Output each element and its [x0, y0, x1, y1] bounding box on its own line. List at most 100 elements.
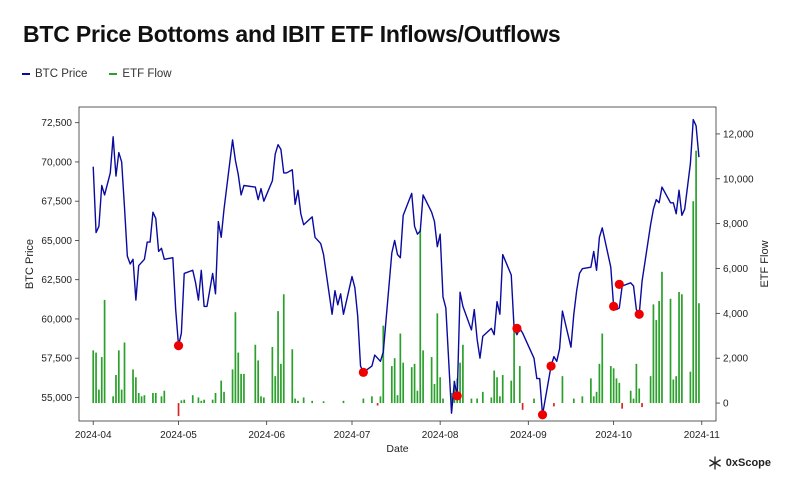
etf-flow-bar — [490, 397, 493, 404]
legend: BTC Price ETF Flow — [22, 68, 172, 80]
etf-flow-bar — [152, 392, 154, 404]
etf-flow-bar — [98, 389, 100, 404]
etf-flow-bar — [615, 378, 618, 404]
etf-flow-bar — [143, 395, 146, 404]
y-tick-label: 62,500 — [41, 275, 72, 286]
etf-flow-bar — [100, 357, 103, 404]
etf-flow-bar — [240, 373, 242, 404]
etf-flow-bar — [592, 396, 595, 404]
etf-flow-bar — [675, 376, 678, 404]
etf-flow-bar — [112, 396, 114, 404]
etf-flow-bar — [661, 271, 663, 404]
x-tick-label: 2024-06 — [248, 430, 285, 441]
legend-label-btc-price: BTC Price — [35, 68, 88, 80]
y-tick-label: 57,500 — [41, 354, 72, 365]
price-bottom-marker — [512, 323, 522, 333]
etf-flow-bar — [499, 396, 501, 404]
etf-flow-bar — [280, 363, 282, 404]
y2-tick-label: 4,000 — [723, 309, 748, 320]
etf-flow-bar — [459, 362, 461, 404]
etf-flow-bar — [638, 388, 641, 404]
x-tick-label: 2024-09 — [510, 430, 547, 441]
price-bottom-marker — [173, 341, 184, 351]
etf-flow-bar — [291, 349, 294, 404]
etf-flow-bar — [518, 366, 521, 404]
brand-name: 0xScope — [725, 457, 771, 469]
etf-flow-bar — [371, 396, 373, 404]
etf-flow-bar — [698, 303, 700, 404]
etf-flow-bar — [191, 395, 194, 404]
etf-flow-bar — [214, 392, 217, 404]
etf-flow-bar — [120, 389, 123, 404]
etf-flow-bar — [135, 377, 137, 404]
y-tick-label: 55,000 — [41, 393, 72, 404]
etf-flow-bar — [200, 400, 203, 404]
etf-flow-bar — [629, 390, 632, 404]
etf-flow-bar — [382, 325, 385, 404]
etf-flow-bars — [92, 150, 700, 417]
etf-flow-bar — [433, 383, 436, 404]
etf-flow-bar — [621, 403, 624, 409]
etf-flow-bar — [271, 346, 274, 404]
etf-flow-bar — [652, 304, 655, 404]
etf-flow-bar — [430, 357, 433, 404]
etf-flow-bar — [450, 392, 453, 404]
etf-flow-bar — [422, 350, 424, 404]
etf-flow-bar — [462, 344, 464, 404]
etf-flow-bar — [618, 382, 621, 404]
etf-flow-bar — [95, 352, 97, 404]
etf-flow-bar — [553, 403, 555, 407]
etf-flow-bar — [322, 401, 325, 404]
etf-flow-bar — [632, 398, 635, 404]
etf-flow-bar — [595, 391, 598, 404]
etf-flow-bar — [220, 380, 223, 404]
y2-tick-label: 10,000 — [723, 174, 754, 185]
x-tick-label: 2024-07 — [334, 430, 371, 441]
etf-flow-bar — [669, 298, 672, 404]
etf-flow-bar — [376, 403, 379, 406]
etf-flow-bar — [476, 398, 478, 404]
etf-flow-bar — [649, 376, 652, 404]
etf-flow-bar — [413, 363, 416, 404]
etf-flow-bar — [180, 400, 183, 404]
etf-flow-bar — [501, 375, 504, 404]
etf-flow-bar — [137, 392, 140, 404]
etf-flow-bar — [282, 294, 285, 404]
price-bottom-marker — [358, 367, 368, 377]
etf-flow-bar — [234, 312, 237, 404]
etf-flow-bar — [442, 398, 444, 404]
etf-flow-bar — [641, 403, 643, 408]
etf-flow-bar — [92, 350, 95, 404]
price-bottom-marker — [537, 410, 548, 420]
y-tick-label: 67,500 — [41, 197, 72, 208]
y2-tick-label: 8,000 — [723, 219, 748, 230]
x-tick-label: 2024-05 — [160, 430, 197, 441]
etf-flow-bar — [590, 378, 592, 404]
etf-flow-bar — [672, 379, 675, 404]
etf-flow-bar — [561, 376, 564, 404]
etf-flow-bar — [419, 229, 422, 404]
x-tick-label: 2024-08 — [422, 430, 459, 441]
etf-flow-bar — [183, 399, 186, 404]
etf-flow-bar — [681, 294, 683, 404]
x-tick-label: 2024-04 — [75, 430, 112, 441]
etf-flow-bar — [203, 399, 205, 404]
etf-flow-bar — [513, 329, 515, 404]
etf-flow-bar — [211, 399, 214, 404]
etf-flow-bar — [410, 367, 413, 404]
etf-flow-bar — [132, 369, 134, 404]
etf-flow-bar — [197, 397, 200, 404]
etf-flow-bar — [439, 377, 442, 404]
etf-flow-bar — [237, 352, 240, 404]
etf-flow-bar — [678, 292, 680, 404]
price-bottom-marker — [546, 361, 556, 371]
etf-flow-bar — [609, 366, 612, 404]
etf-flow-bar — [257, 360, 260, 404]
etf-flow-bar — [311, 400, 314, 404]
price-bottom-marker — [452, 391, 462, 401]
etf-flow-bar — [123, 342, 126, 404]
etf-flow-bar — [154, 392, 157, 404]
legend-swatch-btc-price — [22, 73, 30, 75]
etf-flow-bar — [177, 403, 180, 417]
etf-flow-bar — [655, 320, 658, 404]
